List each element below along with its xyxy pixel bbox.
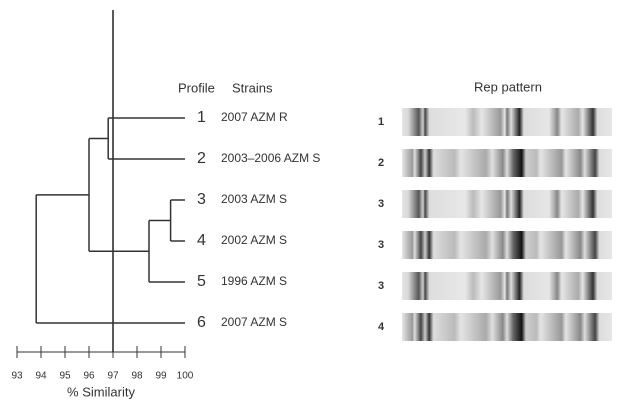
x-tick-label: 99: [155, 371, 167, 382]
strain-label: 2007 AZM S: [221, 315, 287, 329]
strain-label: 2003–2006 AZM S: [221, 151, 320, 165]
figure: Profile Strains Rep pattern % Similarity…: [0, 0, 620, 404]
profile-label: 2: [197, 150, 206, 167]
profile-label: 1: [197, 109, 206, 126]
pattern-label: 3: [378, 239, 384, 251]
profile-label: 6: [197, 314, 206, 331]
x-tick-label: 93: [11, 371, 23, 382]
x-axis-label: % Similarity: [67, 384, 135, 399]
strain-label: 2002 AZM S: [221, 233, 287, 247]
x-tick-label: 98: [131, 371, 143, 382]
x-tick-label: 96: [83, 371, 95, 382]
rep-pattern-lane: [402, 231, 612, 259]
pattern-label: 3: [378, 280, 384, 292]
profile-label: 4: [197, 232, 206, 249]
strain-label: 1996 AZM S: [221, 274, 287, 288]
profile-label: 5: [197, 273, 206, 290]
x-tick-label: 95: [59, 371, 71, 382]
rep-pattern-lane: [402, 108, 612, 136]
strain-label: 2007 AZM R: [221, 110, 288, 124]
profile-label: 3: [197, 191, 206, 208]
rep-pattern-lane: [402, 149, 612, 177]
pattern-label: 1: [378, 116, 384, 128]
pattern-label: 3: [378, 198, 384, 210]
profile-header: Profile: [178, 80, 215, 95]
strain-label: 2003 AZM S: [221, 192, 287, 206]
pattern-header: Rep pattern: [474, 79, 542, 94]
rep-pattern-lane: [402, 272, 612, 300]
rep-pattern-lane: [402, 313, 612, 341]
x-tick-label: 97: [107, 371, 119, 382]
pattern-label: 4: [378, 321, 385, 333]
pattern-label: 2: [378, 157, 384, 169]
x-tick-label: 94: [35, 371, 47, 382]
x-tick-label: 100: [177, 371, 194, 382]
strains-header: Strains: [232, 80, 273, 95]
rep-pattern-lane: [402, 190, 612, 218]
